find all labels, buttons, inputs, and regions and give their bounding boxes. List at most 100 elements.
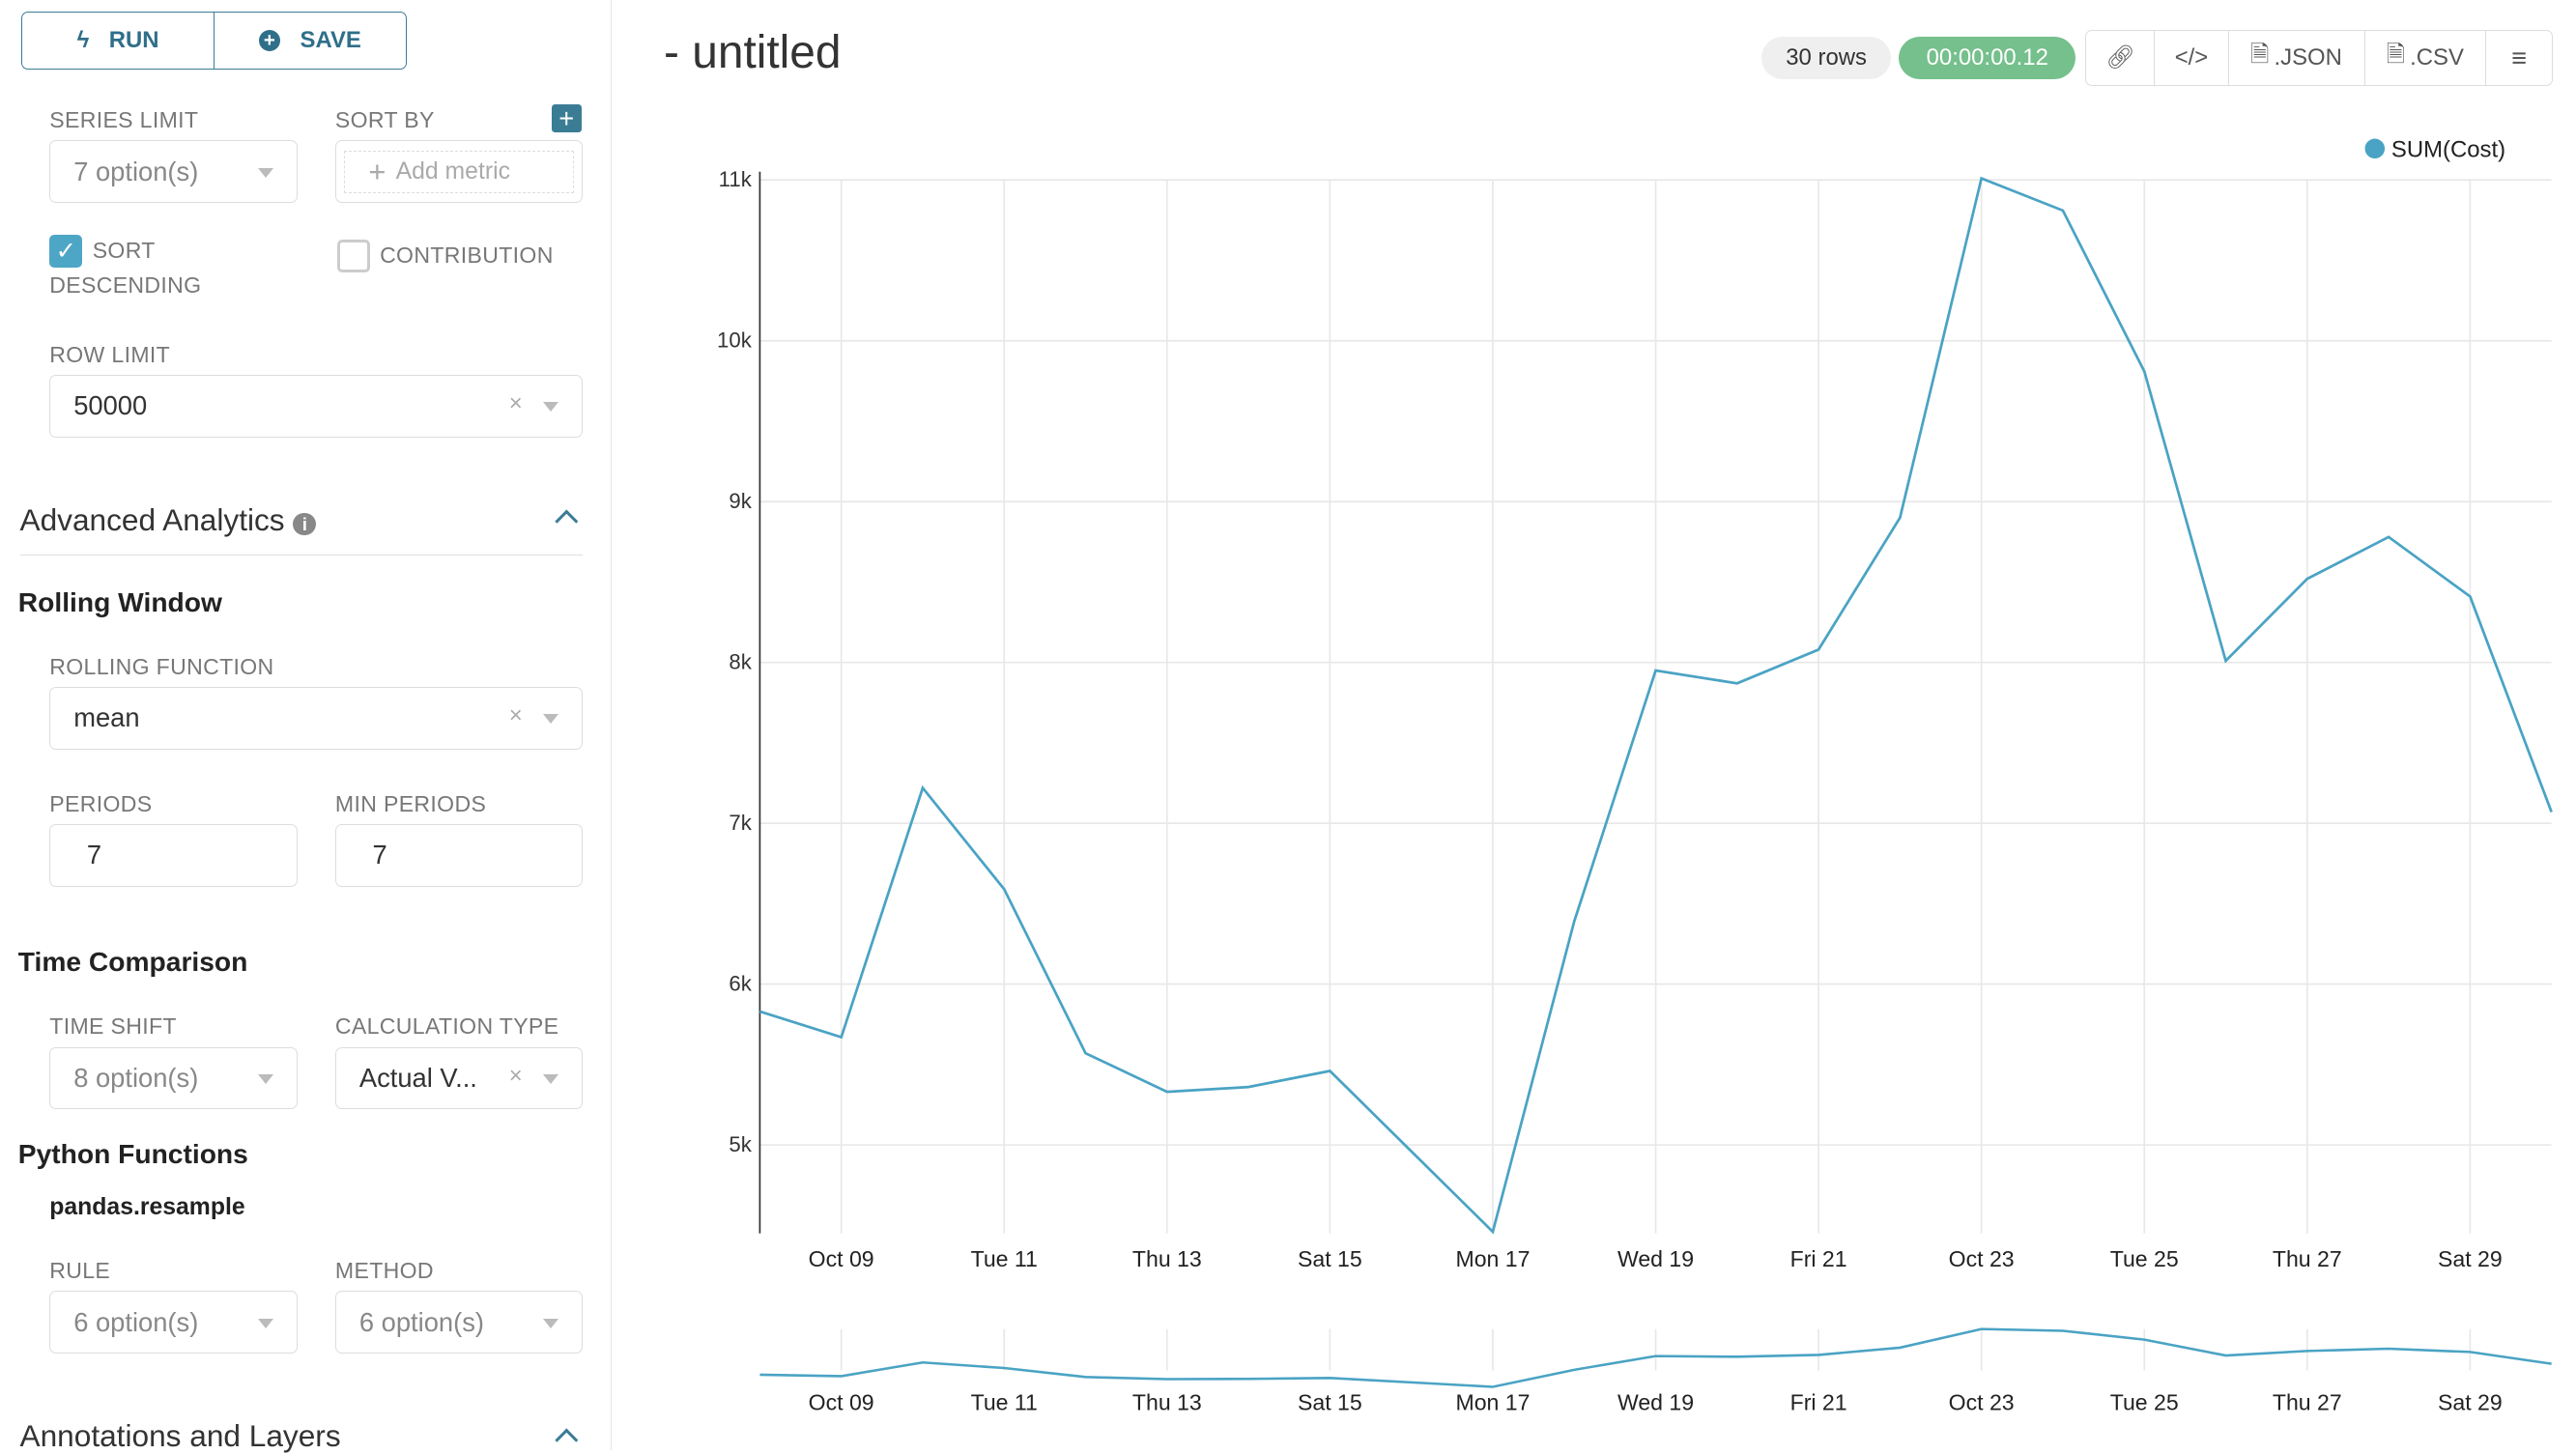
contribution-label: CONTRIBUTION [380, 242, 554, 269]
x-tick-label: Sat 29 [2438, 1246, 2503, 1271]
brush-x-tick-label: Thu 27 [2273, 1389, 2342, 1414]
brush-x-tick-label: Wed 19 [1617, 1389, 1694, 1414]
time-shift-select[interactable]: 8 option(s) [49, 1046, 298, 1110]
brush-x-tick-label: Sat 29 [2438, 1389, 2503, 1414]
brush-x-tick-label: Mon 17 [1455, 1389, 1530, 1414]
y-tick-label: 5k [729, 1132, 752, 1156]
advanced-analytics-header[interactable]: Advanced Analytics i [20, 502, 317, 538]
info-icon: i [293, 512, 317, 536]
query-timer-badge: 00:00:00.12 [1899, 36, 2076, 80]
chevron-down-icon [257, 1318, 273, 1328]
export-json-button[interactable]: 🗎 .JSON [2229, 30, 2365, 86]
brush-x-tick-label: Oct 23 [1948, 1389, 2014, 1414]
rolling-window-heading: Rolling Window [17, 585, 222, 617]
y-tick-label: 7k [729, 811, 752, 835]
python-functions-heading: Python Functions [17, 1137, 248, 1169]
x-tick-label: Tue 11 [970, 1246, 1037, 1271]
line-chart: SUM(Cost) 5k 6k 7k 8k 9k 10k 11k Oct 09 Tue 11 Th… [717, 136, 2553, 1414]
min-periods-input[interactable]: 7 [334, 823, 584, 887]
sort-descending-checkbox[interactable]: ✓ [49, 234, 83, 268]
brush-x-tick-label: Thu 13 [1132, 1389, 1202, 1414]
chart-panel: - untitled 30 rows 00:00:00.12 🔗︎ </> 🗎.… [615, 0, 2576, 1450]
embed-button[interactable]: </> [2155, 30, 2229, 86]
file-text-icon: 🗎 [2386, 42, 2405, 69]
x-tick-label: Fri 21 [1789, 1246, 1846, 1271]
menu-button[interactable]: ≡ [2486, 31, 2552, 85]
x-tick-label: Thu 27 [2273, 1246, 2342, 1271]
periods-input[interactable]: 7 [49, 823, 298, 887]
y-tick-label: 9k [729, 489, 752, 513]
rule-select[interactable]: 6 option(s) [49, 1291, 298, 1354]
y-tick-label: 6k [729, 971, 752, 995]
row-limit-select[interactable]: 50000 × [49, 374, 584, 438]
run-button[interactable]: ϟ RUN [22, 12, 215, 70]
sort-descending-label: SORT [92, 238, 156, 264]
plus-circle-icon: + [258, 29, 281, 52]
x-tick-label: Wed 19 [1617, 1246, 1694, 1271]
rule-label: RULE [49, 1258, 111, 1284]
series-limit-select[interactable]: 7 option(s) [49, 140, 298, 204]
x-tick-label: Oct 23 [1948, 1246, 2014, 1271]
chevron-down-icon [543, 402, 559, 413]
clear-icon[interactable]: × [508, 390, 523, 417]
add-metric-button[interactable]: + Add metric [344, 150, 574, 193]
add-sort-button[interactable]: + [551, 104, 582, 132]
resample-label: pandas.resample [49, 1193, 245, 1220]
annotations-header[interactable]: Annotations and Layers [19, 1418, 341, 1454]
series-limit-label: SERIES LIMIT [49, 107, 199, 133]
brush-x-tick-label: Tue 25 [2109, 1389, 2178, 1414]
chevron-down-icon [543, 714, 559, 725]
sort-descending-label-2: DESCENDING [49, 271, 202, 298]
legend-label: SUM(Cost) [2391, 136, 2505, 162]
legend[interactable]: SUM(Cost) [2364, 136, 2505, 162]
series-line-sum-cost[interactable] [758, 176, 2553, 1235]
chart-actions: 🔗︎ </> 🗎 .JSON 🗎 .CSV ≡ [2085, 29, 2554, 87]
x-tick-label: Mon 17 [1455, 1246, 1530, 1271]
clear-icon[interactable]: × [508, 702, 523, 729]
chevron-down-icon [543, 1073, 559, 1084]
brush-series-line[interactable] [759, 1327, 2552, 1388]
calculation-type-label: CALCULATION TYPE [334, 1013, 559, 1040]
brush-x-tick-label: Oct 09 [808, 1389, 873, 1414]
time-comparison-heading: Time Comparison [17, 946, 248, 978]
calculation-type-select[interactable]: Actual V... × [334, 1046, 584, 1110]
x-tick-label: Sat 15 [1298, 1246, 1362, 1271]
export-csv-button[interactable]: 🗎 .CSV [2365, 30, 2487, 86]
run-save-group: ϟ RUN + SAVE [21, 11, 407, 71]
method-label: METHOD [334, 1258, 434, 1284]
save-button[interactable]: + SAVE [215, 13, 406, 69]
y-tick-label: 11k [718, 167, 752, 191]
brush-x-tick-label: Fri 21 [1789, 1389, 1846, 1414]
link-button[interactable]: 🔗︎ [2086, 30, 2156, 86]
hamburger-icon: ≡ [2511, 42, 2528, 72]
clear-icon[interactable]: × [508, 1062, 523, 1089]
control-panel: ϟ RUN + SAVE SERIES LIMIT 7 option(s) SORT… [0, 0, 613, 1453]
sort-by-label: SORT BY [334, 107, 435, 133]
min-periods-label: MIN PERIODS [334, 790, 487, 816]
divider [19, 555, 584, 556]
sort-by-field[interactable]: + Add metric [334, 140, 584, 204]
y-tick-label: 8k [729, 650, 752, 674]
chevron-down-icon [543, 1318, 559, 1328]
collapse-chevron-icon[interactable] [555, 510, 578, 533]
bolt-icon: ϟ [76, 27, 90, 53]
code-icon: </> [2174, 43, 2209, 71]
time-shift-label: TIME SHIFT [49, 1013, 177, 1040]
link-icon: 🔗︎ [2105, 44, 2135, 71]
chevron-down-icon [257, 167, 273, 178]
collapse-chevron-icon[interactable] [555, 1428, 578, 1451]
legend-marker [2364, 138, 2385, 159]
periods-label: PERIODS [49, 790, 153, 816]
method-select[interactable]: 6 option(s) [334, 1291, 584, 1354]
row-limit-label: ROW LIMIT [49, 341, 171, 367]
x-tick-label: Oct 09 [808, 1246, 873, 1271]
rolling-function-select[interactable]: mean × [49, 686, 584, 750]
chart-title[interactable]: - untitled [664, 27, 842, 79]
plus-icon: + [368, 154, 386, 188]
rolling-function-label: ROLLING FUNCTION [49, 653, 274, 679]
brush-x-tick-label: Sat 15 [1298, 1389, 1362, 1414]
chevron-down-icon [257, 1073, 273, 1084]
brush-x-tick-label: Tue 11 [970, 1389, 1037, 1414]
x-tick-label: Tue 25 [2109, 1246, 2178, 1271]
contribution-checkbox[interactable] [336, 239, 370, 272]
